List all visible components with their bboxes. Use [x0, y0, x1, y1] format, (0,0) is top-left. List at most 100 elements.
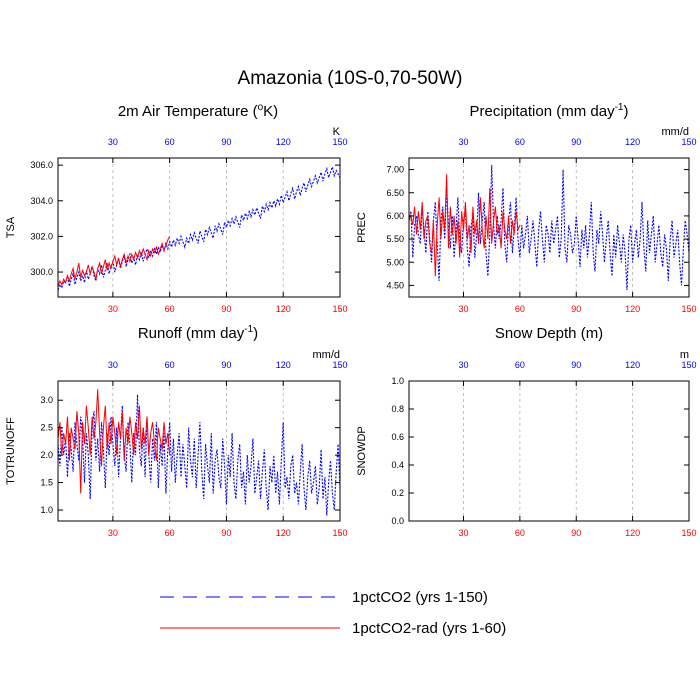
- y-tick-label: 2.0: [40, 450, 53, 460]
- y-tick-label: 5.00: [386, 257, 404, 267]
- x-tick-label-bottom: 30: [108, 528, 118, 538]
- panel-title-main: 2m Air Temperature (: [118, 103, 258, 120]
- x-tick-label-bottom: 60: [515, 304, 525, 314]
- series-line-b: [57, 389, 171, 494]
- y-tick-label: 6.00: [386, 211, 404, 221]
- y-tick-label: 3.0: [40, 395, 53, 405]
- y-tick-label: 1.0: [391, 376, 404, 386]
- y-axis-label: TOTRUNOFF: [5, 417, 17, 485]
- x-tick-label-top: 90: [571, 360, 581, 370]
- y-tick-label: 0.4: [391, 460, 404, 470]
- x-tick-label-top: 30: [108, 137, 118, 147]
- x-tick-label-bottom: 90: [221, 304, 231, 314]
- panel-title-superscript: -1: [244, 324, 253, 335]
- y-tick-label: 302.0: [30, 231, 53, 241]
- plot-frame: [408, 157, 690, 298]
- y-tick-label: 0.8: [391, 404, 404, 414]
- y-tick-label: 2.5: [40, 423, 53, 433]
- y-axis-label: SNOWDP: [356, 426, 368, 476]
- series-line-a: [408, 164, 690, 291]
- x-tick-label-bottom: 150: [681, 304, 696, 314]
- x-tick-label-bottom: 90: [571, 304, 581, 314]
- x-tick-label-top: 30: [108, 360, 118, 370]
- x-tick-label-top: 150: [681, 360, 696, 370]
- series-line-a: [57, 394, 341, 516]
- figure-title: Amazonia (10S-0,70-50W): [238, 68, 463, 89]
- x-tick-label-bottom: 60: [165, 304, 175, 314]
- x-tick-label-top: 120: [276, 137, 291, 147]
- panel-tsa: 2m Air Temperature (oK) K TSA 300.0 302.0 304…: [5, 102, 348, 314]
- x-tick-label-bottom: 30: [108, 304, 118, 314]
- panel-title: Snow Depth (m): [495, 325, 603, 342]
- x-tick-label-bottom: 90: [571, 528, 581, 538]
- plot-frame: [57, 157, 341, 298]
- x-tick-label-top: 120: [625, 360, 640, 370]
- y-tick-label: 0.2: [391, 488, 404, 498]
- x-tick-label-bottom: 30: [458, 528, 468, 538]
- x-tick-label-top: 30: [458, 360, 468, 370]
- y-tick-label: 1.0: [40, 505, 53, 515]
- y-tick-label: 0.6: [391, 432, 404, 442]
- x-tick-label-top: 60: [165, 360, 175, 370]
- series-line-b: [57, 236, 171, 287]
- panel-title: Precipitation (mm day-1): [470, 102, 629, 120]
- y-tick-label: 5.50: [386, 234, 404, 244]
- x-tick-label-top: 90: [221, 137, 231, 147]
- x-tick-label-bottom: 120: [625, 304, 640, 314]
- x-tick-label-top: 90: [221, 360, 231, 370]
- panel-snowdp: Snow Depth (m) m SNOWDP 0.0 0.2 0.4 0.6 0.8 1.0 3…: [356, 325, 697, 538]
- legend-label-series-a: 1pctCO2 (yrs 1-150): [352, 589, 488, 606]
- x-tick-label-bottom: 90: [221, 528, 231, 538]
- y-tick-label: 7.00: [386, 165, 404, 175]
- x-tick-label-bottom: 120: [276, 304, 291, 314]
- y-tick-label: 304.0: [30, 196, 53, 206]
- panel-title-tail: K): [263, 103, 278, 120]
- panel-title: Runoff (mm day-1): [138, 324, 258, 342]
- panel-title-superscript: o: [258, 102, 264, 113]
- x-tick-label-top: 150: [332, 137, 347, 147]
- x-tick-label-top: 30: [458, 137, 468, 147]
- panel-title-superscript: -1: [615, 102, 624, 113]
- unit-label: mm/d: [662, 126, 690, 138]
- x-tick-label-top: 120: [276, 360, 291, 370]
- y-axis-label: PREC: [356, 212, 368, 243]
- x-tick-label-top: 150: [332, 360, 347, 370]
- y-axis-label: TSA: [5, 216, 17, 238]
- x-tick-label-bottom: 60: [515, 528, 525, 538]
- legend: 1pctCO2 (yrs 1-150) 1pctCO2-rad (yrs 1-6…: [160, 589, 506, 637]
- x-tick-label-top: 120: [625, 137, 640, 147]
- x-tick-label-bottom: 150: [332, 528, 347, 538]
- x-tick-label-top: 150: [681, 137, 696, 147]
- y-tick-label: 0.0: [391, 516, 404, 526]
- y-tick-label: 4.50: [386, 280, 404, 290]
- x-tick-label-bottom: 150: [332, 304, 347, 314]
- y-tick-label: 6.50: [386, 188, 404, 198]
- x-tick-label-bottom: 150: [681, 528, 696, 538]
- panel-title-main: Precipitation (mm day: [470, 103, 616, 120]
- series-line-b: [408, 174, 521, 277]
- x-tick-label-bottom: 120: [625, 528, 640, 538]
- panel-totrunoff: Runoff (mm day-1) mm/d TOTRUNOFF 1.0 1.5 2.0 2…: [5, 324, 348, 538]
- y-tick-label: 300.0: [30, 267, 53, 277]
- plot-frame: [57, 380, 341, 522]
- x-tick-label-bottom: 60: [165, 528, 175, 538]
- plot-frame: [408, 380, 690, 522]
- y-tick-label: 306.0: [30, 160, 53, 170]
- x-tick-label-top: 60: [165, 137, 175, 147]
- unit-label: K: [333, 126, 341, 138]
- unit-label: mm/d: [313, 349, 341, 361]
- panel-title-tail: ): [623, 103, 628, 120]
- y-tick-label: 1.5: [40, 478, 53, 488]
- x-tick-label-top: 60: [515, 360, 525, 370]
- legend-label-series-b: 1pctCO2-rad (yrs 1-60): [352, 620, 506, 637]
- x-tick-label-top: 60: [515, 137, 525, 147]
- panel-title: 2m Air Temperature (oK): [118, 102, 278, 120]
- panel-title-tail: ): [253, 325, 258, 342]
- panel-prec: Precipitation (mm day-1) mm/d PREC 4.50 5.00…: [356, 102, 697, 314]
- unit-label: m: [680, 349, 689, 361]
- panel-title-main: Runoff (mm day: [138, 325, 245, 342]
- x-tick-label-top: 90: [571, 137, 581, 147]
- panel-title-main: Snow Depth (m): [495, 325, 603, 342]
- x-tick-label-bottom: 120: [276, 528, 291, 538]
